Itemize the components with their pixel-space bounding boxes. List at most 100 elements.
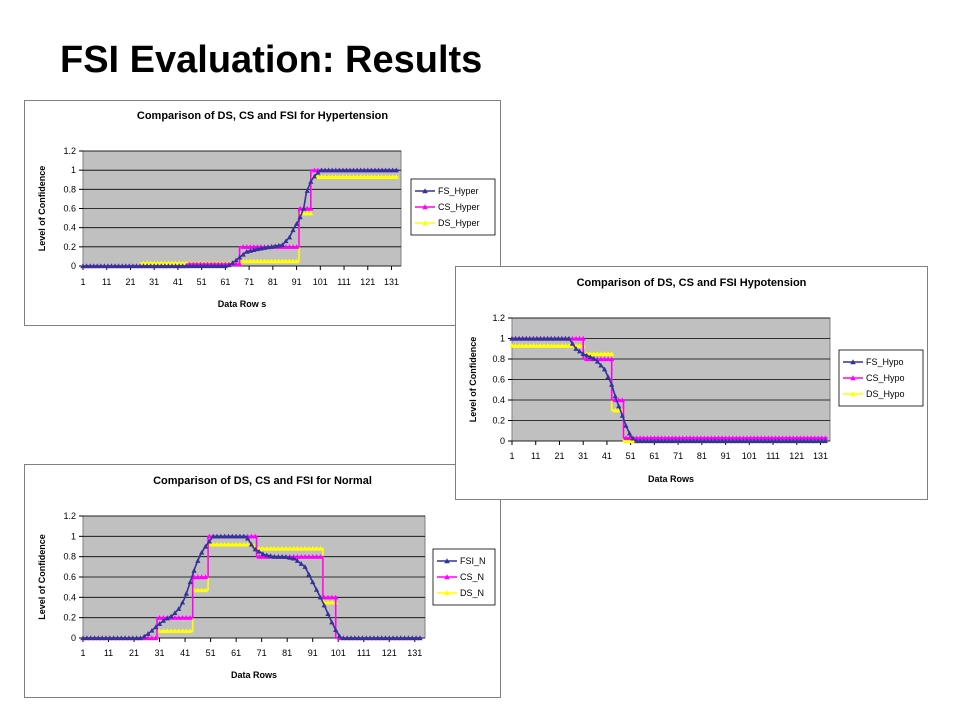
chart-normal-data-point	[321, 602, 327, 608]
chart-normal-data-point	[183, 615, 189, 620]
chart-hyper-data-point	[322, 167, 328, 173]
chart-hypo-data-point	[534, 343, 540, 348]
chart-hypo-data-point	[644, 438, 650, 444]
chart-normal-data-point	[229, 541, 235, 547]
chart-hyper-data-point	[315, 174, 321, 179]
chart-normal-data-point	[202, 574, 209, 580]
chart-hypo-data-point	[730, 435, 736, 441]
chart-normal-data-point	[264, 545, 270, 551]
chart-hypo-data-point	[534, 335, 540, 341]
chart-normal-data-point	[195, 587, 201, 593]
chart-hypo-data-point	[722, 435, 729, 441]
chart-hypo-data-point	[747, 435, 754, 441]
chart-normal-data-point	[107, 635, 113, 641]
chart-hyper-data-point	[140, 260, 147, 266]
chart-hyper-data-point	[308, 210, 314, 216]
chart-hypo-data-point	[651, 438, 657, 444]
chart-hypo-data-point	[804, 435, 811, 441]
chart-normal-x-tick-label: 71	[257, 648, 267, 658]
chart-hyper-data-point	[87, 263, 93, 269]
chart-normal-data-point	[88, 635, 94, 641]
chart-hyper-data-point	[315, 169, 321, 175]
chart-hypo-data-point	[609, 356, 615, 362]
chart-normal-data-point	[160, 628, 166, 633]
chart-hypo-data-point	[623, 423, 629, 428]
chart-hyper-data-point	[208, 263, 214, 269]
chart-normal-y-tick-label: 0.8	[63, 552, 76, 562]
chart-normal-data-point	[95, 635, 101, 641]
chart-normal-x-tick-label: 131	[407, 648, 422, 658]
chart-hypo-data-point	[680, 438, 686, 444]
chart-hyper-x-tick-label: 1	[80, 277, 85, 287]
chart-hypo-data-point	[601, 356, 608, 362]
chart-normal-data-point	[210, 541, 216, 547]
chart-hyper-legend: FS_Hyper CS_Hyper DS_Hyper	[410, 178, 496, 236]
chart-normal-data-point	[317, 554, 323, 559]
chart-hypo-x-tick-label: 61	[649, 451, 659, 461]
chart-hyper-data-point	[350, 167, 357, 173]
chart-hypo-data-point	[744, 438, 750, 444]
chart-hyper-data-point	[237, 254, 243, 260]
chart-hypo-y-tick-label: 1.2	[492, 313, 505, 323]
chart-hyper-data-point	[365, 174, 371, 179]
chart-hyper-data-point	[340, 174, 346, 179]
chart-hyper-data-point	[94, 263, 100, 269]
chart-hypo-data-point	[619, 397, 625, 403]
chart-normal-data-point	[386, 635, 392, 641]
chart-hyper-data-point	[251, 244, 257, 249]
chart-hyper-data-point	[368, 167, 374, 173]
chart-normal-data-point	[103, 635, 109, 641]
hypotension-chart-svg: Comparison of DS, CS and FSI Hypotension…	[468, 277, 924, 484]
chart-hypo-data-point	[512, 343, 519, 348]
chart-hypo-data-point	[715, 438, 722, 444]
chart-hypo-data-point	[633, 435, 640, 441]
chart-hypo-data-point	[626, 438, 633, 444]
chart-hypo-data-point	[694, 435, 700, 441]
chart-normal-data-point	[114, 635, 121, 641]
chart-hypo-data-point	[584, 356, 590, 362]
chart-hypo-data-point	[726, 438, 732, 444]
chart-normal-data-point	[187, 628, 193, 633]
chart-hyper-data-point	[155, 260, 161, 266]
chart-normal-data-point	[275, 554, 281, 559]
chart-normal-data-point	[214, 533, 220, 539]
chart-hypo-legend: FS_Hypo CS_Hypo DS_Hypo	[838, 349, 924, 407]
chart-normal-data-point	[294, 554, 300, 559]
chart-hyper-data-point	[119, 263, 125, 269]
chart-hypo-data-point	[537, 335, 544, 341]
chart-hypo-series-line	[512, 337, 828, 439]
chart-normal-data-point	[237, 541, 243, 547]
chart-hypo-data-point	[683, 438, 690, 444]
chart-normal-data-point	[156, 628, 163, 633]
chart-hypo-data-point	[601, 351, 608, 356]
chart-hypo-data-point	[509, 335, 515, 341]
chart-normal-data-point	[352, 635, 358, 641]
chart-hypo-data-point	[755, 435, 761, 441]
chart-hypo-data-point	[523, 343, 529, 348]
chart-normal-data-point	[329, 594, 335, 600]
chart-normal-data-point	[160, 618, 166, 623]
chart-hyper-data-point	[347, 167, 353, 173]
chart-normal-data-point	[233, 541, 239, 547]
chart-normal-data-point	[306, 571, 312, 577]
chart-hyper-y-tick-label: 0.8	[63, 184, 76, 194]
chart-hypo-data-point	[605, 356, 611, 362]
chart-normal-data-point	[283, 545, 289, 551]
chart-hyper-data-point	[155, 263, 161, 269]
chart-hypo-data-point	[705, 435, 711, 441]
chart-normal-legend-label: DS_N	[460, 588, 484, 598]
chart-hyper-data-point	[301, 210, 307, 216]
chart-hyper-x-tick-label: 51	[197, 277, 207, 287]
chart-normal-data-point	[267, 545, 274, 551]
chart-hyper-data-point	[379, 174, 385, 179]
chart-normal-data-point	[294, 558, 300, 563]
chart-hyper-data-point	[375, 167, 382, 173]
chart-hypo-data-point	[566, 335, 572, 341]
chart-hypo-data-point	[740, 438, 746, 444]
chart-hyper-data-point	[190, 263, 196, 269]
chart-hypo-data-point	[744, 435, 750, 441]
chart-hypo-data-point	[541, 343, 547, 348]
chart-normal-data-point	[417, 635, 423, 641]
chart-hyper-data-point	[194, 263, 200, 269]
chart-hyper-x-tick-label: 11	[102, 277, 111, 287]
